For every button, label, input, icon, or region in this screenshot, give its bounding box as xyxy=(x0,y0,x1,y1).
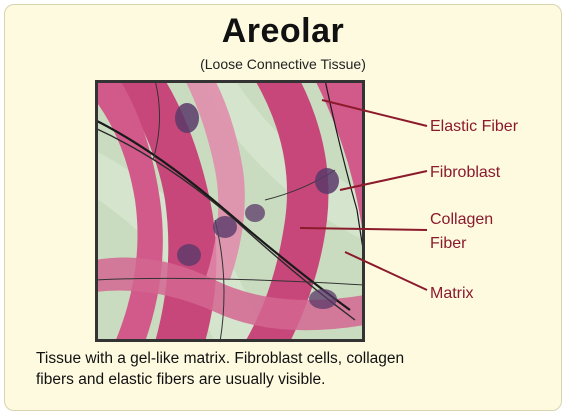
label-collagen-line1: Collagen xyxy=(430,211,494,228)
diagram-subtitle: (Loose Connective Tissue) xyxy=(200,56,366,72)
elastic-fiber xyxy=(95,119,351,311)
label-collagen-line2: Fiber xyxy=(430,235,467,252)
fibroblast-nucleus xyxy=(315,168,339,194)
nucleus xyxy=(213,216,237,238)
nucleus xyxy=(175,103,199,133)
nucleus xyxy=(309,289,337,309)
nucleus xyxy=(245,204,265,222)
label-matrix: Matrix xyxy=(430,285,474,302)
elastic-fiber-leader xyxy=(321,99,428,127)
label-fibroblast: Fibroblast xyxy=(430,164,501,181)
caption: Tissue with a gel-like matrix. Fibroblas… xyxy=(36,348,536,390)
matrix-leader xyxy=(344,251,428,291)
fibroblast-leader xyxy=(339,170,428,191)
label-elastic-fiber: Elastic Fiber xyxy=(430,118,519,135)
micrograph-frame xyxy=(95,80,365,342)
collagen-fiber-leader xyxy=(299,227,428,231)
caption-line-1: Tissue with a gel-like matrix. Fibroblas… xyxy=(36,350,405,367)
caption-line-2: fibers and elastic fibers are usually vi… xyxy=(36,371,326,388)
diagram-title: Areolar xyxy=(221,12,345,50)
micrograph-image xyxy=(95,80,365,342)
nucleus xyxy=(177,244,201,266)
